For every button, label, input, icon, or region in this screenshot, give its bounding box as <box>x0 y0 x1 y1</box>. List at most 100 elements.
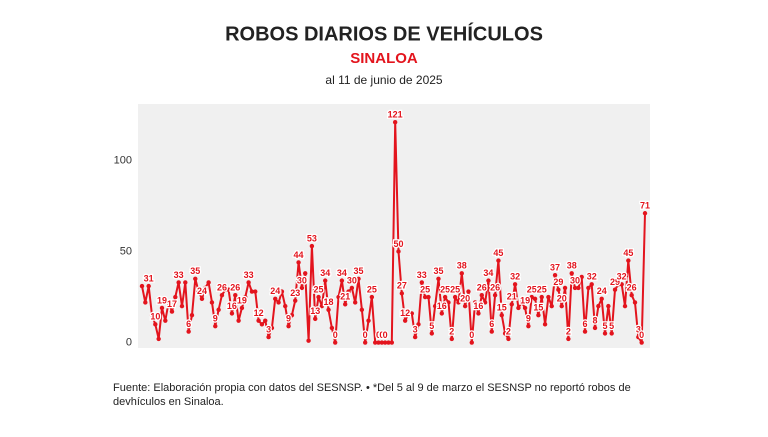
data-point <box>309 243 315 249</box>
value-label: 31 <box>144 273 154 283</box>
data-point <box>502 331 508 336</box>
data-point <box>293 298 298 303</box>
data-point <box>472 300 478 305</box>
data-point <box>542 322 548 327</box>
data-point <box>253 289 258 294</box>
data-point <box>379 340 385 345</box>
value-label: 16 <box>473 301 483 311</box>
value-label: 0 <box>383 330 388 340</box>
data-point <box>476 311 481 316</box>
value-label: 25 <box>367 284 377 294</box>
data-point <box>246 280 251 285</box>
value-label: 45 <box>493 248 503 258</box>
data-point <box>166 300 171 305</box>
y-tick-label: 0 <box>126 336 132 348</box>
data-point <box>406 311 411 316</box>
data-point <box>386 340 391 345</box>
data-point <box>449 336 454 342</box>
data-point <box>522 305 528 311</box>
data-point <box>592 325 598 331</box>
data-point <box>376 340 381 345</box>
data-point <box>226 287 231 292</box>
data-point <box>622 303 628 309</box>
value-label: 45 <box>623 248 633 258</box>
data-point <box>299 285 305 291</box>
data-point <box>609 331 614 336</box>
data-point <box>552 272 558 278</box>
value-label: 29 <box>610 277 620 287</box>
data-point <box>346 289 351 294</box>
data-point <box>283 303 288 309</box>
data-point <box>642 211 648 216</box>
data-point <box>273 296 278 302</box>
data-point <box>519 300 524 305</box>
value-label: 34 <box>337 268 347 278</box>
value-label: 5 <box>609 321 614 331</box>
data-point <box>572 285 578 291</box>
data-point <box>432 303 438 309</box>
data-point <box>492 292 498 298</box>
value-label: 20 <box>460 293 470 303</box>
value-label: 2 <box>566 326 571 336</box>
value-label: 32 <box>510 272 520 282</box>
data-point <box>216 307 221 312</box>
data-point <box>489 329 494 334</box>
value-label: 30 <box>297 275 307 285</box>
data-point <box>582 329 588 334</box>
value-label: 0 <box>363 330 368 340</box>
data-point <box>269 325 275 331</box>
data-point <box>169 309 175 314</box>
data-point <box>362 340 368 345</box>
chart-subtitle: SINALOA <box>350 50 418 67</box>
data-point <box>589 282 594 287</box>
value-label: 0 <box>469 330 474 340</box>
value-label: 9 <box>213 314 218 324</box>
value-label: 33 <box>174 270 184 280</box>
value-label: 37 <box>550 263 560 273</box>
data-point <box>199 296 205 302</box>
data-point <box>619 282 624 287</box>
value-label: 6 <box>186 319 191 329</box>
value-label: 38 <box>457 261 467 271</box>
data-point <box>599 296 604 302</box>
value-label: 30 <box>347 275 357 285</box>
value-label: 17 <box>167 299 177 309</box>
data-point <box>559 303 564 309</box>
data-point <box>266 334 271 340</box>
data-point <box>532 296 538 302</box>
data-point <box>372 340 378 345</box>
data-point <box>536 313 541 318</box>
data-point <box>149 313 155 318</box>
data-point <box>456 300 461 305</box>
data-point <box>439 311 445 316</box>
y-tick-label: 100 <box>114 154 132 166</box>
data-point <box>146 283 151 289</box>
value-label: 23 <box>290 288 300 298</box>
value-label: 9 <box>526 314 531 324</box>
data-point <box>296 260 301 265</box>
data-point <box>323 278 328 283</box>
data-point <box>223 287 228 292</box>
value-label: 30 <box>570 275 580 285</box>
data-point <box>306 338 311 343</box>
data-point <box>369 294 375 300</box>
value-label: 10 <box>150 312 160 322</box>
data-point <box>259 322 265 327</box>
value-label: 13 <box>310 306 320 316</box>
y-tick-label: 50 <box>120 245 132 257</box>
value-label: 26 <box>490 283 500 293</box>
data-point <box>236 318 241 323</box>
value-label: 24 <box>197 286 207 296</box>
data-point <box>313 316 318 322</box>
value-label: 32 <box>587 272 597 282</box>
data-point <box>196 289 201 294</box>
value-label: 25 <box>314 284 324 294</box>
value-label: 27 <box>397 281 407 291</box>
data-point <box>446 300 451 305</box>
data-point <box>612 287 618 292</box>
value-label: 3 <box>413 324 418 334</box>
value-label: 9 <box>286 314 291 324</box>
value-label: 3 <box>266 324 271 334</box>
data-point <box>462 303 468 309</box>
value-label: 38 <box>567 261 577 271</box>
